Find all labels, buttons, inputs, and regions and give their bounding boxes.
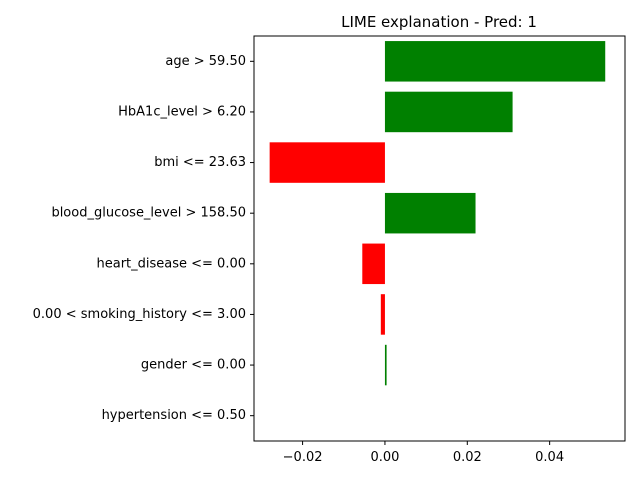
bar-6 (384, 344, 387, 386)
bar-1 (384, 91, 513, 133)
x-tick-label: 0.04 (535, 450, 564, 465)
x-tick-label: −0.02 (283, 450, 323, 465)
chart-title: LIME explanation - Pred: 1 (341, 13, 537, 31)
plot-frame (253, 35, 626, 442)
y-tick-label: age > 59.50 (165, 54, 246, 69)
bar-2 (269, 142, 385, 183)
y-tick-label: HbA1c_level > 6.20 (118, 104, 246, 119)
y-tick-label: blood_glucose_level > 158.50 (51, 206, 246, 221)
y-tick-label: heart_disease <= 0.00 (96, 256, 246, 271)
bar-3 (384, 192, 476, 234)
bar-5 (380, 294, 385, 335)
y-tick-label: bmi <= 23.63 (154, 155, 246, 170)
y-tick-label: gender <= 0.00 (141, 358, 246, 373)
bar-4 (362, 243, 385, 285)
y-tick-label: hypertension <= 0.50 (102, 408, 246, 423)
y-tick-label: 0.00 < smoking_history <= 3.00 (33, 307, 246, 322)
bar-0 (384, 41, 606, 82)
x-tick-label: 0.00 (370, 450, 399, 465)
x-tick-label: 0.02 (453, 450, 482, 465)
